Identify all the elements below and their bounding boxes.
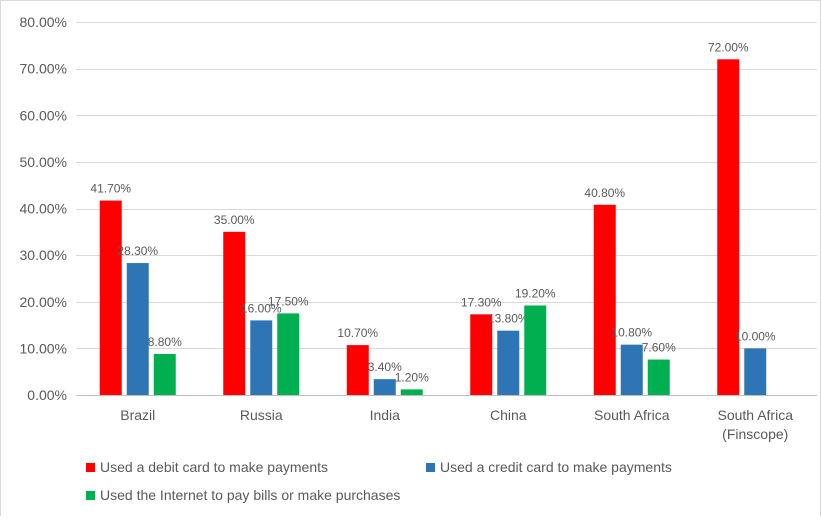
gridlines bbox=[76, 22, 817, 349]
data-label: 3.40% bbox=[368, 360, 402, 374]
legend-label: Used a debit card to make payments bbox=[100, 459, 328, 475]
bar bbox=[126, 263, 149, 395]
legend-swatch bbox=[86, 463, 95, 472]
data-label: 13.80% bbox=[488, 312, 529, 326]
data-label: 19.20% bbox=[515, 286, 556, 300]
bar bbox=[470, 314, 493, 395]
legend-label: Used a credit card to make payments bbox=[440, 459, 672, 475]
y-tick-label: 40.00% bbox=[20, 201, 67, 217]
x-tick-label: South Africa bbox=[594, 407, 670, 423]
data-label: 40.80% bbox=[584, 186, 625, 200]
data-label: 10.80% bbox=[611, 326, 652, 340]
legend-swatch bbox=[86, 491, 95, 500]
bar bbox=[593, 204, 616, 395]
y-tick-label: 30.00% bbox=[20, 247, 67, 263]
bar bbox=[524, 305, 547, 395]
x-tick-label: (Finscope) bbox=[722, 426, 788, 442]
data-label: 10.00% bbox=[735, 329, 776, 343]
legend: Used a debit card to make payments Used a… bbox=[86, 459, 672, 503]
y-tick-label: 10.00% bbox=[20, 340, 67, 356]
bars: 41.70% 35.00% 10.70% 17.30% 40.80% 72.00% 28.3… bbox=[90, 40, 776, 396]
y-tick-label: 80.00% bbox=[20, 14, 67, 30]
data-label: 17.30% bbox=[461, 295, 502, 309]
data-label: 41.70% bbox=[90, 182, 131, 196]
bar bbox=[647, 359, 670, 395]
bar bbox=[277, 313, 300, 395]
data-label: 8.80% bbox=[148, 335, 182, 349]
data-label: 35.00% bbox=[214, 213, 255, 227]
bar bbox=[744, 348, 767, 395]
bar bbox=[400, 389, 423, 395]
data-label: 16.00% bbox=[241, 301, 282, 315]
data-label: 17.50% bbox=[268, 294, 309, 308]
x-tick-label: South Africa bbox=[718, 407, 794, 423]
bar bbox=[346, 345, 369, 395]
bar bbox=[620, 344, 643, 395]
data-label: 10.70% bbox=[337, 326, 378, 340]
data-label: 72.00% bbox=[708, 40, 749, 54]
bar bbox=[373, 379, 396, 395]
x-axis: Brazil Russia India China South Africa South … bbox=[76, 395, 817, 442]
legend-swatch bbox=[426, 463, 435, 472]
data-label: 1.20% bbox=[395, 370, 429, 384]
y-axis: 0.00% 10.00% 20.00% 30.00% 40.00% 50.00% 60.00… bbox=[20, 14, 67, 403]
y-tick-label: 0.00% bbox=[27, 387, 67, 403]
bar bbox=[153, 353, 176, 395]
x-tick-label: Russia bbox=[240, 407, 283, 423]
y-tick-label: 20.00% bbox=[20, 294, 67, 310]
y-tick-label: 60.00% bbox=[20, 107, 67, 123]
data-label: 7.60% bbox=[642, 341, 676, 355]
x-tick-label: India bbox=[370, 407, 401, 423]
bar bbox=[250, 320, 273, 395]
x-tick-label: China bbox=[490, 407, 527, 423]
bar bbox=[497, 330, 520, 395]
bar bbox=[717, 59, 740, 396]
bar bbox=[99, 200, 122, 395]
x-tick-label: Brazil bbox=[120, 407, 155, 423]
y-tick-label: 70.00% bbox=[20, 61, 67, 77]
legend-label: Used the Internet to pay bills or make p… bbox=[100, 487, 400, 503]
data-label: 28.30% bbox=[117, 244, 158, 258]
y-tick-label: 50.00% bbox=[20, 154, 67, 170]
bar bbox=[223, 231, 246, 395]
